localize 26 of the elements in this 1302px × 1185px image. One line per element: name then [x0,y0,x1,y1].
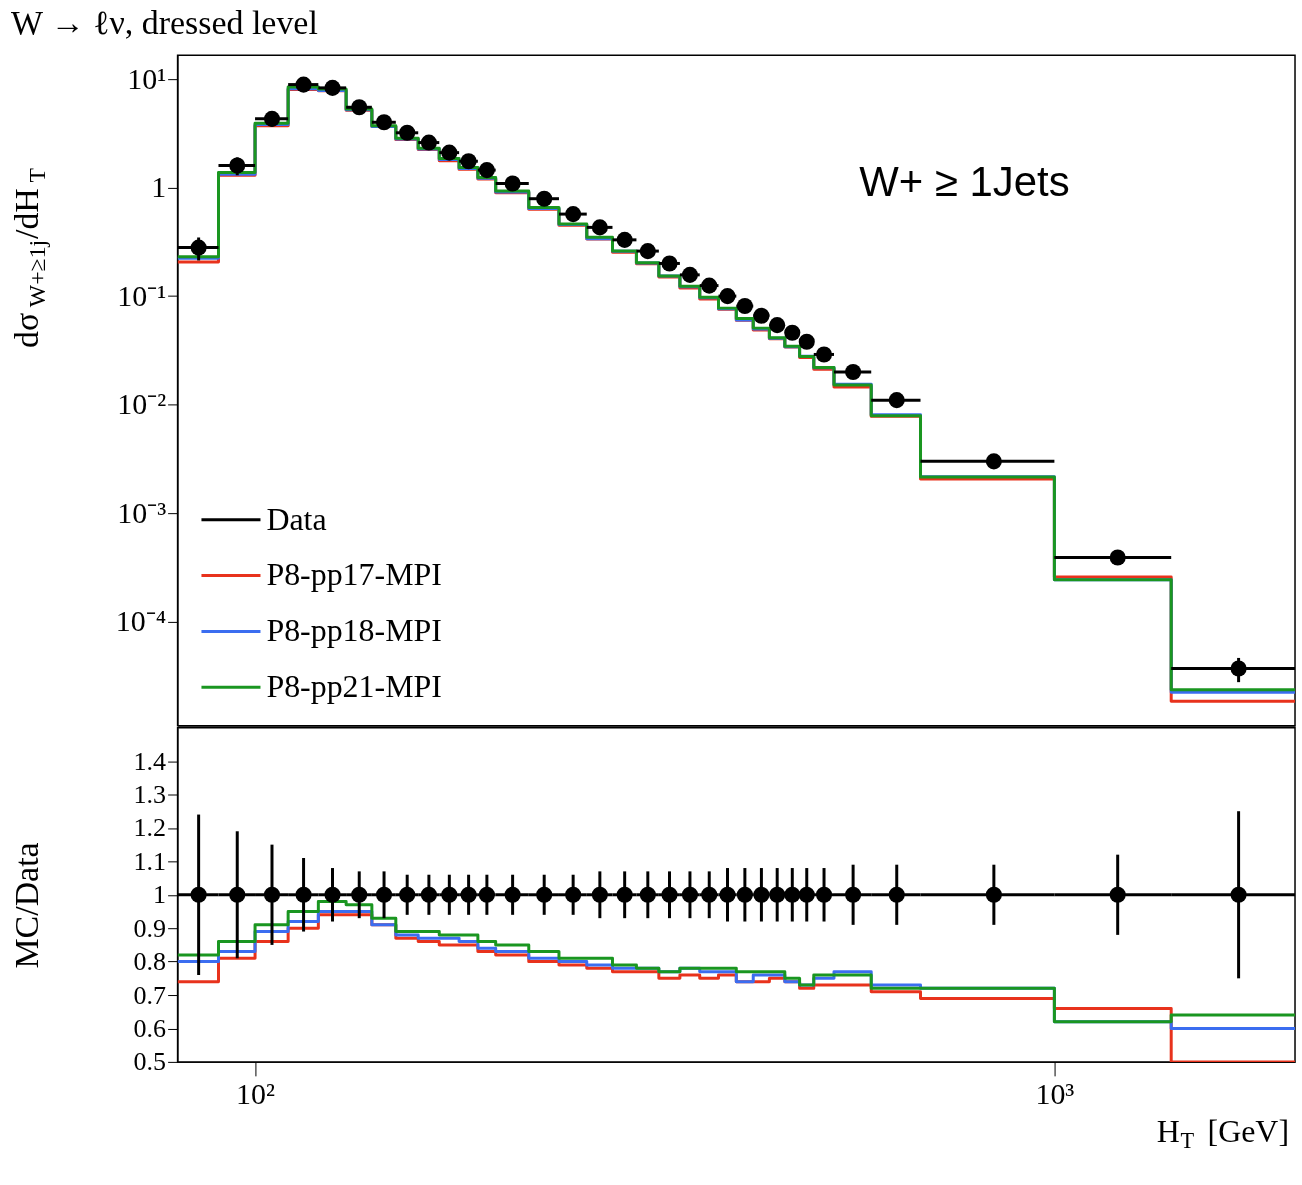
x-tick-label: 10² [236,1077,276,1111]
y-tick-label: 0.8 [133,947,167,977]
y-tick-label: 10⁻¹ [117,278,167,312]
y-tick-label: 10⁻³ [117,495,167,529]
legend-label: P8-pp21-MPI [266,669,442,705]
y-tick-label: 1 [151,170,167,204]
legend-label: P8-pp18-MPI [266,613,442,649]
y-axis-title: MC/Data [7,842,45,969]
y-tick-label: 0.7 [133,980,167,1010]
y-tick-label: 10⁻⁴ [115,604,167,638]
annotation: W+ ≥ 1Jets [859,157,1070,205]
y-tick-label: 10⁻² [117,387,167,421]
x-tick-label: 10³ [1035,1077,1075,1111]
y-tick-label: 1.3 [133,779,167,809]
y-axis-title: dσW+≥1j/dHT [7,167,51,348]
legend-label: P8-pp17-MPI [266,557,442,593]
y-tick-label: 1.4 [133,746,167,776]
y-tick-label: 0.5 [133,1047,167,1077]
legend-label: Data [266,501,327,537]
y-tick-label: 1.2 [133,813,167,843]
y-tick-label: 10¹ [127,61,167,95]
y-tick-label: 0.6 [133,1013,167,1043]
y-tick-label: 1.1 [133,846,167,876]
chart-title: W → ℓν, dressed level [10,4,318,42]
y-tick-label: 0.9 [133,913,167,943]
y-tick-label: 1 [153,880,167,910]
